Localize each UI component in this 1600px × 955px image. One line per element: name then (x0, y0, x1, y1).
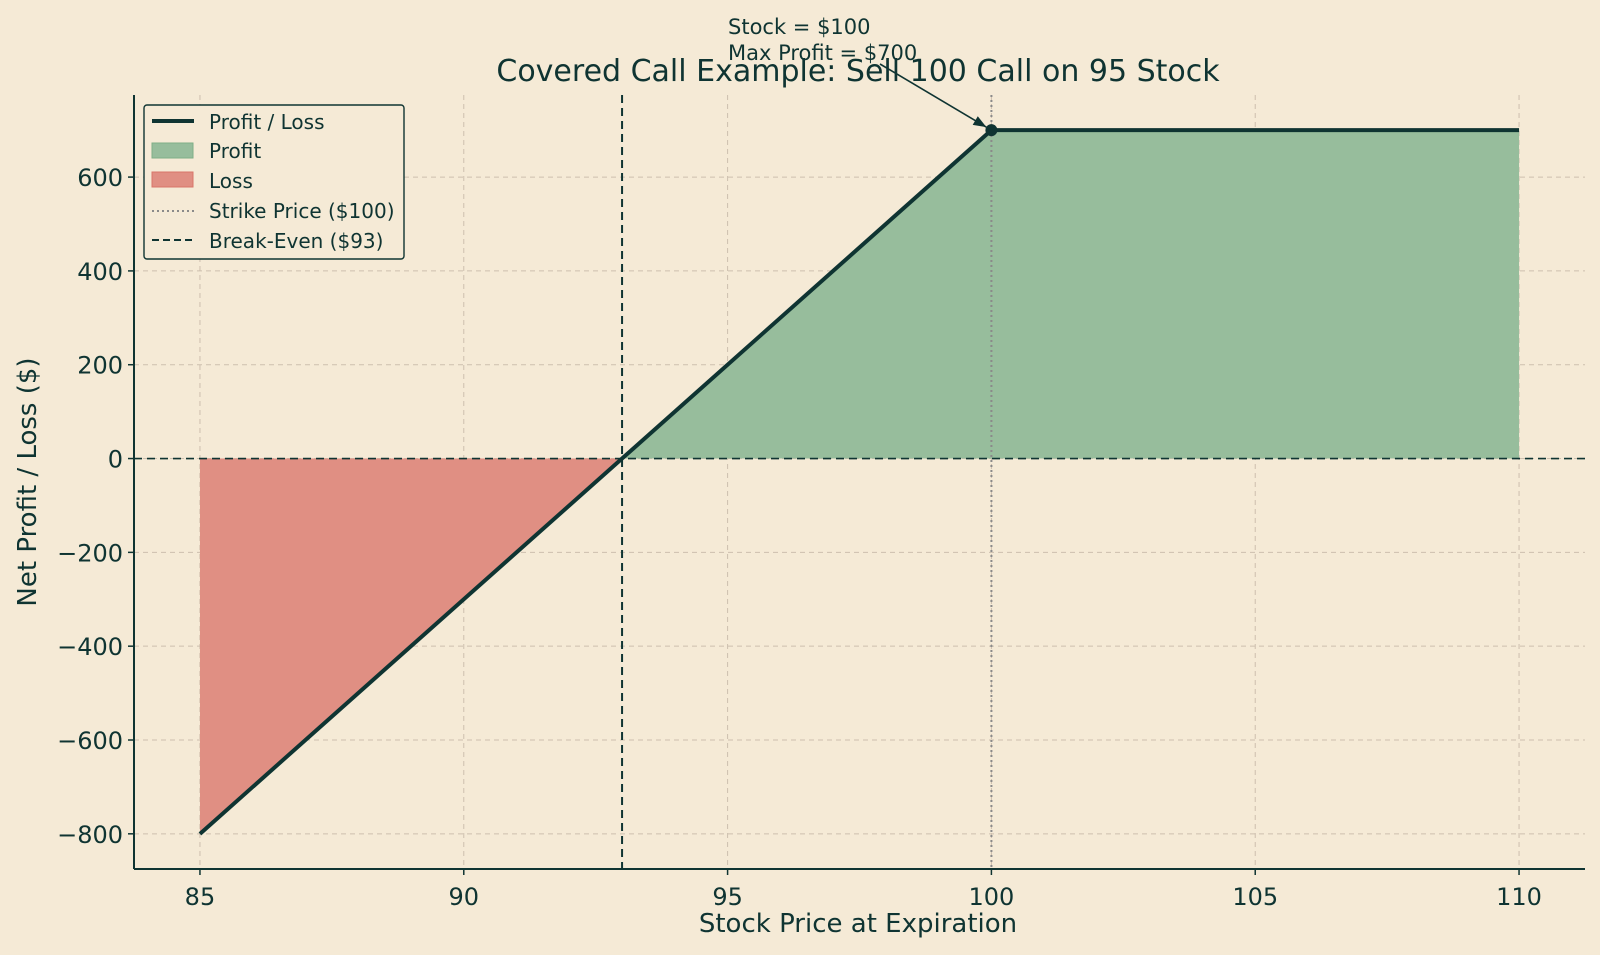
legend-label-breakeven: Break-Even ($93) (209, 229, 383, 253)
x-axis-label: Stock Price at Expiration (699, 909, 1017, 939)
legend-label-profit: Profit (209, 139, 261, 163)
y-tick-label: −200 (57, 539, 123, 567)
x-tick-label: 110 (1496, 883, 1542, 911)
legend-swatch-loss (151, 171, 194, 188)
y-tick-label: 200 (77, 352, 123, 380)
annotation-arrowhead (972, 116, 987, 128)
chart-title: Covered Call Example: Sell 100 Call on 9… (496, 54, 1220, 89)
profit-loss-line (198, 128, 1520, 836)
y-axis-label: Net Profit / Loss ($) (13, 357, 43, 606)
y-tick-label: −800 (57, 821, 123, 849)
y-tick-label: 600 (77, 164, 123, 192)
legend-label-strike: Strike Price ($100) (209, 199, 395, 223)
x-tick-label: 90 (448, 883, 479, 911)
y-tick-label: −400 (57, 633, 123, 661)
x-tick-label: 85 (185, 883, 216, 911)
profit-area (622, 130, 1520, 459)
legend-label-loss: Loss (209, 169, 253, 193)
max-profit-annotation: Stock = $100 Max Profit = $700 (728, 15, 987, 128)
legend-box (143, 104, 405, 260)
legend-swatch-profit (151, 142, 194, 159)
annotation-line-1: Stock = $100 (728, 15, 871, 39)
y-tick-label: −600 (57, 727, 123, 755)
tick-labels: 85 90 95 100 105 110 −800 −600 −400 −200 0 200 400 60… (57, 164, 1542, 911)
x-tick-label: 105 (1232, 883, 1278, 911)
reference-lines (134, 95, 1585, 869)
x-tick-label: 95 (712, 883, 743, 911)
y-tick-label: 400 (77, 258, 123, 286)
max-profit-point (985, 124, 998, 137)
legend-label-profit-loss: Profit / Loss (209, 110, 325, 134)
x-tick-label: 100 (969, 883, 1015, 911)
annotation-arrow (879, 63, 987, 128)
series-layer (198, 124, 1520, 836)
legend: Profit / Loss Profit Loss Strike Price (… (143, 104, 405, 260)
annotation-line-2: Max Profit = $700 (728, 41, 917, 65)
y-tick-label: 0 (108, 446, 123, 474)
